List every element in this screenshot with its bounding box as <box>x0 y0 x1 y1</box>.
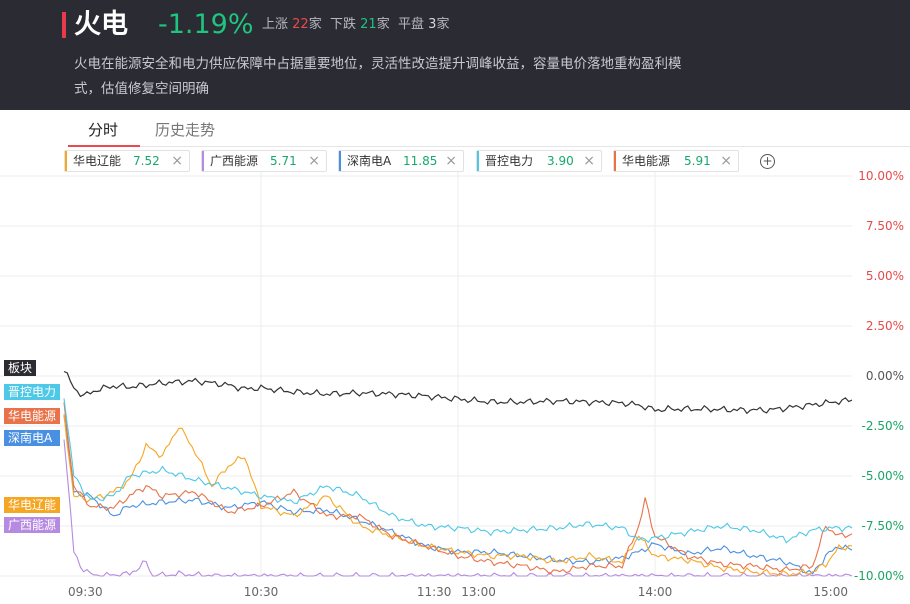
chip-color-bar <box>65 151 67 171</box>
series-label: 板块 <box>8 361 32 375</box>
stock-chip-jinkong-dianli[interactable]: 晋控电力 3.90 × <box>476 150 602 172</box>
sector-change: -1.19% <box>158 9 254 40</box>
stock-chip-shennan-dian[interactable]: 深南电A 11.85 × <box>338 150 464 172</box>
chip-value: 5.71 <box>270 154 297 168</box>
y-tick-label: -7.50% <box>862 519 904 533</box>
up-label: 上涨 <box>262 17 289 32</box>
x-tick-label: 14:00 <box>638 585 673 599</box>
chip-color-bar <box>614 151 616 171</box>
flat-unit: 家 <box>436 17 450 32</box>
close-icon[interactable]: × <box>308 153 320 169</box>
tab-intraday[interactable]: 分时 <box>88 121 119 139</box>
series-label: 华电辽能 <box>8 498 56 512</box>
chip-value: 11.85 <box>403 154 438 168</box>
up-count-stat: 上涨 22家 <box>262 16 322 34</box>
series-label-bg <box>4 430 60 446</box>
series-label-bg <box>4 384 60 400</box>
series-line-3 <box>63 415 853 575</box>
flat-count-stat: 平盘 3家 <box>398 16 449 34</box>
series-label-bg <box>4 517 60 533</box>
down-unit: 家 <box>376 17 390 32</box>
y-tick-label: -10.00% <box>854 569 904 583</box>
chip-name: 晋控电力 <box>485 154 534 168</box>
down-label: 下跌 <box>330 17 357 32</box>
close-icon[interactable]: × <box>583 153 595 169</box>
series-line-0 <box>63 370 853 415</box>
series-label-bg <box>4 497 60 513</box>
down-count-stat: 下跌 21家 <box>330 16 390 34</box>
flat-count: 3 <box>428 17 437 32</box>
y-tick-label: 0.00% <box>866 369 904 383</box>
tab-divider <box>140 146 910 147</box>
series-label-bg <box>4 360 36 376</box>
x-tick-label: 10:30 <box>244 585 279 599</box>
plus-circle-icon[interactable]: + <box>760 154 775 169</box>
y-tick-label: 2.50% <box>866 319 904 333</box>
stock-chip-huadian-nengyuan[interactable]: 华电能源 5.91 × <box>613 150 739 172</box>
y-tick-label: -2.50% <box>862 419 904 433</box>
series-label: 广西能源 <box>8 518 56 532</box>
chip-value: 7.52 <box>133 154 160 168</box>
close-icon[interactable]: × <box>720 153 732 169</box>
up-count: 22 <box>292 17 309 32</box>
series-label: 深南电A <box>8 430 53 445</box>
x-tick-label: 15:00 <box>813 585 848 599</box>
chip-value: 5.91 <box>684 154 711 168</box>
title-accent-bar <box>62 12 66 38</box>
chip-value: 3.90 <box>547 154 574 168</box>
stock-chip-guangxi-nengyuan[interactable]: 广西能源 5.71 × <box>201 150 327 172</box>
chip-color-bar <box>477 151 479 171</box>
y-tick-label: -5.00% <box>862 469 904 483</box>
tab-bar: 分时 历史走势 <box>0 112 910 148</box>
chip-color-bar <box>339 151 341 171</box>
chip-name: 深南电A <box>347 154 392 168</box>
series-label: 晋控电力 <box>8 385 56 399</box>
series-line-5 <box>63 439 853 577</box>
sector-description: 火电在能源安全和电力供应保障中占据重要地位，灵活性改造提升调峰收益，容量电价落地… <box>74 56 682 97</box>
x-tick-label: 09:30 <box>68 585 103 599</box>
up-unit: 家 <box>308 17 322 32</box>
series-line-4 <box>63 414 853 577</box>
close-icon[interactable]: × <box>171 153 183 169</box>
series-label: 华电能源 <box>8 409 56 423</box>
chip-color-bar <box>202 151 204 171</box>
series-line-1 <box>63 398 853 544</box>
tab-history[interactable]: 历史走势 <box>155 121 216 139</box>
close-icon[interactable]: × <box>445 153 457 169</box>
series-label-bg <box>4 408 60 424</box>
chip-name: 广西能源 <box>210 154 259 168</box>
x-tick-label: 11:30 <box>417 585 452 599</box>
flat-label: 平盘 <box>398 17 425 32</box>
y-tick-label: 5.00% <box>866 269 904 283</box>
down-count: 21 <box>360 17 377 32</box>
active-tab-underline <box>68 145 140 147</box>
x-tick-label: 13:00 <box>461 585 496 599</box>
sector-title: 火电 <box>74 9 128 40</box>
y-tick-label: 7.50% <box>866 219 904 233</box>
chip-name: 华电能源 <box>622 154 671 168</box>
stock-chip-huadian-liaoneng[interactable]: 华电辽能 7.52 × <box>64 150 190 172</box>
y-tick-label: 10.00% <box>858 169 904 183</box>
sector-header <box>0 0 910 110</box>
series-line-2 <box>63 402 853 576</box>
chip-name: 华电辽能 <box>73 154 122 168</box>
